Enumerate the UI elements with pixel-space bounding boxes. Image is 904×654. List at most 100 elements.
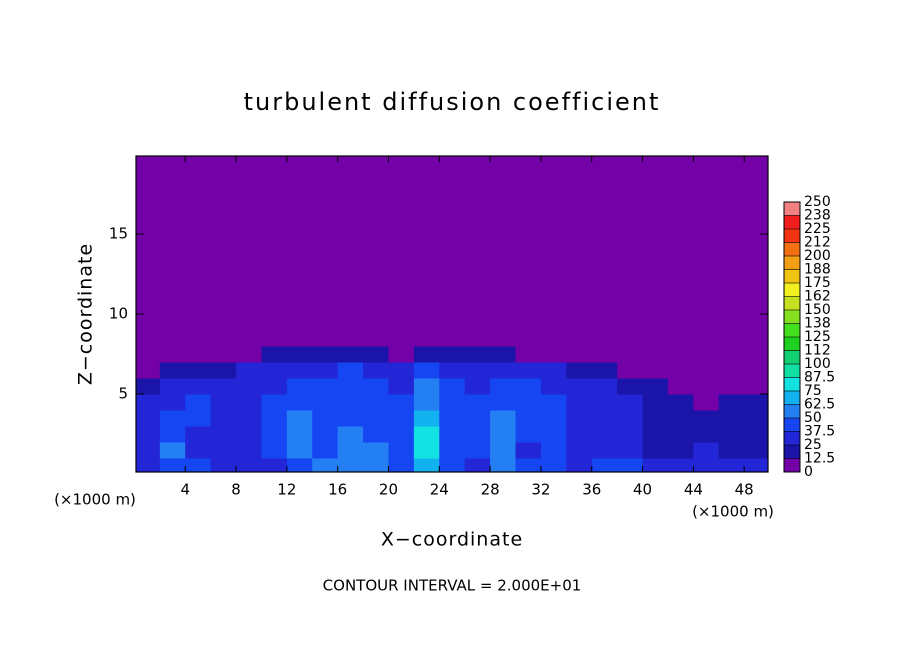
field-cell: [617, 330, 644, 347]
field-cell: [642, 362, 669, 379]
field-cell: [617, 426, 644, 443]
field-cell: [718, 362, 745, 379]
field-cell: [490, 442, 517, 459]
field-cell: [667, 362, 694, 379]
colorbar-swatch: [784, 296, 800, 310]
field-cell: [185, 458, 212, 473]
field-cell: [337, 426, 364, 443]
field-cell: [591, 362, 618, 379]
field-cell: [210, 394, 237, 411]
field-cell: [464, 410, 491, 427]
field-cell: [210, 330, 237, 347]
y-tick-label: 15: [109, 225, 128, 243]
field-cell: [312, 330, 339, 347]
field-cell: [617, 458, 644, 473]
field-cell: [236, 426, 262, 443]
field-cell: [667, 442, 694, 459]
field-cell: [617, 442, 644, 459]
field-cell: [744, 330, 769, 347]
field-cell: [490, 426, 517, 443]
field-cell: [718, 346, 745, 363]
field-cell: [185, 442, 212, 459]
field-cell: [388, 426, 415, 443]
field-cell: [718, 442, 745, 459]
field-cell: [566, 346, 593, 363]
field-cell: [744, 394, 769, 411]
field-cell: [388, 442, 415, 459]
field-cell: [515, 458, 542, 473]
field-cell: [413, 458, 440, 473]
field-cell: [136, 346, 161, 363]
field-cell: [363, 394, 389, 411]
field-cell: [744, 362, 769, 379]
field-cell: [464, 378, 491, 395]
field-cell: [566, 378, 593, 395]
x-tick-label: 4: [180, 481, 190, 499]
field-cell: [566, 362, 593, 379]
field-cell: [136, 410, 161, 427]
field-cell: [540, 378, 567, 395]
field-cell: [693, 394, 720, 411]
field-cell: [464, 330, 491, 347]
field-cell: [363, 362, 389, 379]
field-cell: [286, 394, 313, 411]
field-cell: [490, 410, 517, 427]
field-cell: [718, 426, 745, 443]
field-cell: [515, 362, 542, 379]
field-cell: [591, 458, 618, 473]
field-cell: [540, 410, 567, 427]
field-cell: [261, 410, 288, 427]
x-tick-label: 36: [582, 481, 601, 499]
field-cell: [286, 442, 313, 459]
field-cell: [540, 394, 567, 411]
field-cell: [236, 394, 262, 411]
field-cell: [136, 458, 161, 473]
field-cell: [185, 426, 212, 443]
field-cell: [261, 362, 288, 379]
field-cell: [261, 330, 288, 347]
field-cell: [439, 426, 466, 443]
field-cell: [540, 458, 567, 473]
field-cell: [185, 362, 212, 379]
field-cell: [591, 442, 618, 459]
field-cell: [566, 442, 593, 459]
field-cell: [515, 426, 542, 443]
colorbar-label: 87.5: [804, 370, 835, 386]
field-cell: [693, 458, 720, 473]
field-cell: [566, 426, 593, 443]
x-tick-label: 40: [633, 481, 652, 499]
x-tick-label: 8: [231, 481, 241, 499]
colorbar-label: 62.5: [804, 397, 835, 413]
colorbar-swatch: [784, 337, 800, 351]
field-cell: [363, 346, 389, 363]
field-cell: [413, 330, 440, 347]
y-unit-label: (×1000 m): [54, 491, 136, 509]
field-cell: [490, 458, 517, 473]
field-cell: [236, 362, 262, 379]
field-cell: [515, 346, 542, 363]
colorbar-swatch: [784, 391, 800, 405]
colorbar-swatch: [784, 445, 800, 459]
field-cell: [718, 410, 745, 427]
field-cell: [591, 394, 618, 411]
field-cell: [439, 394, 466, 411]
field-cell: [744, 346, 769, 363]
field-cell: [617, 410, 644, 427]
colorbar-swatch: [784, 242, 800, 256]
field-cell: [667, 378, 694, 395]
field-cell: [591, 426, 618, 443]
field-cell: [363, 378, 389, 395]
field-cell: [388, 330, 415, 347]
field-cell: [261, 458, 288, 473]
x-tick-label: 12: [277, 481, 296, 499]
colorbar-swatch: [784, 310, 800, 324]
colorbar-label: 175: [804, 275, 831, 291]
field-cell: [337, 346, 364, 363]
colorbar-label: 75: [804, 383, 822, 399]
field-cell: [312, 426, 339, 443]
colorbar-swatch: [784, 323, 800, 337]
y-axis-label: Z−coordinate: [75, 243, 97, 385]
field-cell: [286, 378, 313, 395]
field-cell: [337, 330, 364, 347]
